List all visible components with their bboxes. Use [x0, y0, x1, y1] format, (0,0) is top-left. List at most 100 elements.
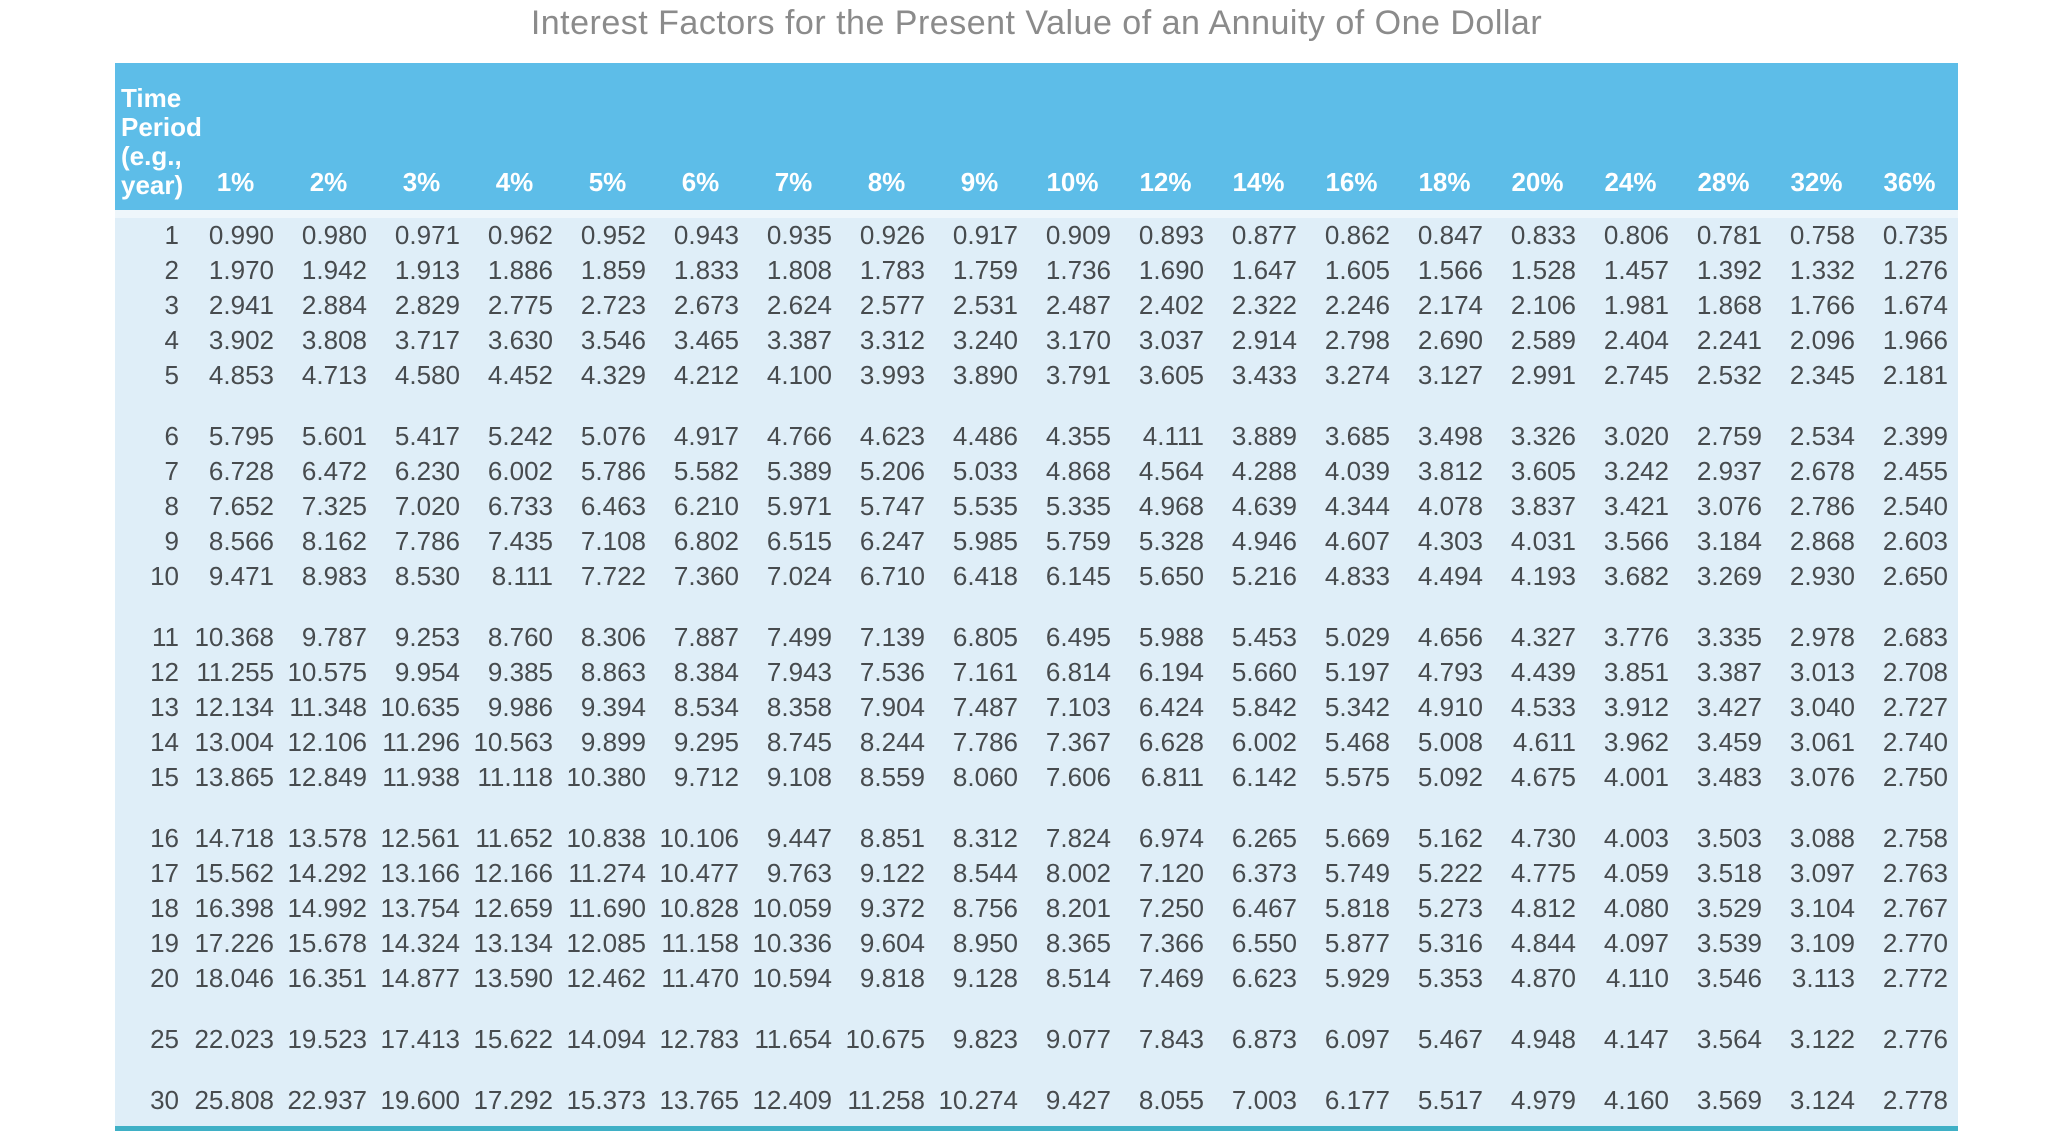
- period-cell: 3: [164, 290, 179, 320]
- factor-cell: 10.477: [659, 858, 739, 888]
- factor-cell: 7.904: [859, 692, 925, 722]
- factor-cell: 19.523: [287, 1024, 367, 1054]
- factor-cell: 3.851: [1603, 657, 1669, 687]
- factor-cell: 5.842: [1231, 692, 1297, 722]
- factor-cell: 5.216: [1231, 561, 1297, 591]
- factor-cell: 4.160: [1603, 1085, 1669, 1115]
- factor-cell: 2.532: [1696, 360, 1762, 390]
- factor-cell: 6.002: [1231, 727, 1297, 757]
- factor-cell: 7.499: [766, 622, 832, 652]
- factor-cell: 12.849: [287, 762, 367, 792]
- period-cell: 4: [164, 325, 179, 355]
- factor-cell: 2.531: [952, 290, 1018, 320]
- factor-cell: 3.088: [1789, 823, 1855, 853]
- factor-cell: 11.274: [568, 858, 646, 888]
- factor-cell: 1.674: [1882, 290, 1948, 320]
- factor-cell: 4.329: [580, 360, 646, 390]
- factor-cell: 6.515: [766, 526, 832, 556]
- factor-cell: 3.387: [766, 325, 832, 355]
- factor-cell: 6.728: [208, 456, 274, 486]
- table-row-9: 9 8.566 8.162 7.786 7.435 7.108 6.802 6.515 6.24…: [115, 524, 1958, 559]
- factor-cell: 9.712: [673, 762, 739, 792]
- factor-cell: 3.682: [1603, 561, 1669, 591]
- factor-cell: 13.004: [194, 727, 274, 757]
- factor-cell: 3.837: [1510, 491, 1576, 521]
- factor-cell: 5.076: [580, 421, 646, 451]
- factor-cell: 4.868: [1045, 456, 1111, 486]
- period-cell: 15: [150, 762, 179, 792]
- period-cell: 19: [150, 928, 179, 958]
- factor-cell: 12.659: [473, 893, 553, 923]
- factor-cell: 9.372: [859, 893, 925, 923]
- factor-cell: 17.226: [194, 928, 274, 958]
- factor-cell: 4.097: [1603, 928, 1669, 958]
- factor-cell: 4.713: [301, 360, 367, 390]
- factor-cell: 9.763: [766, 858, 832, 888]
- factor-cell: 1.942: [301, 255, 367, 285]
- factor-cell: 5.242: [487, 421, 553, 451]
- rate-header-6: 6%: [656, 63, 749, 210]
- factor-cell: 2.673: [673, 290, 739, 320]
- factor-cell: 4.917: [673, 421, 739, 451]
- factor-cell: 5.316: [1417, 928, 1483, 958]
- factor-cell: 8.002: [1045, 858, 1111, 888]
- factor-cell: 9.427: [1045, 1085, 1111, 1115]
- factor-cell: 7.606: [1045, 762, 1111, 792]
- factor-cell: 3.717: [394, 325, 460, 355]
- factor-cell: 2.776: [1882, 1024, 1948, 1054]
- period-cell: 11: [152, 622, 179, 652]
- factor-cell: 8.745: [766, 727, 832, 757]
- factor-cell: 2.941: [208, 290, 274, 320]
- table-row-10: 10 9.471 8.983 8.530 8.111 7.722 7.360 7.024 6.7…: [115, 559, 1958, 594]
- period-cell: 12: [150, 657, 179, 687]
- bottom-pad-row: [115, 1118, 1958, 1129]
- factor-cell: 4.812: [1510, 893, 1576, 923]
- table-row-1: 1 0.990 0.980 0.971 0.962 0.952 0.943 0.935 0.92…: [115, 218, 1958, 253]
- rate-header-7: 7%: [749, 63, 842, 210]
- factor-cell: 10.274: [938, 1085, 1018, 1115]
- factor-cell: 17.413: [380, 1024, 460, 1054]
- factor-cell: 7.722: [580, 561, 646, 591]
- group-gap-row-cell: [115, 795, 1958, 821]
- factor-cell: 5.468: [1324, 727, 1390, 757]
- rate-header-20: 20%: [1493, 63, 1586, 210]
- factor-cell: 5.877: [1324, 928, 1390, 958]
- factor-cell: 0.962: [487, 220, 553, 250]
- factor-cell: 0.990: [208, 220, 274, 250]
- factor-cell: 2.868: [1789, 526, 1855, 556]
- factor-cell: 9.394: [580, 692, 646, 722]
- table-row-19: 19 17.226 15.678 14.324 13.134 12.085 11.158 10…: [115, 926, 1958, 961]
- factor-cell: 0.980: [301, 220, 367, 250]
- factor-cell: 3.776: [1603, 622, 1669, 652]
- factor-cell: 1.859: [580, 255, 646, 285]
- factor-cell: 11.652: [475, 823, 553, 853]
- factor-cell: 6.811: [1140, 762, 1204, 792]
- factor-cell: 6.145: [1045, 561, 1111, 591]
- factor-cell: 4.793: [1417, 657, 1483, 687]
- factor-cell: 0.952: [580, 220, 646, 250]
- factor-cell: 4.452: [487, 360, 553, 390]
- factor-cell: 8.306: [580, 622, 646, 652]
- factor-cell: 6.733: [487, 491, 553, 521]
- factor-cell: 2.455: [1882, 456, 1948, 486]
- factor-cell: 3.274: [1324, 360, 1390, 390]
- rate-header-32: 32%: [1772, 63, 1865, 210]
- factor-cell: 2.770: [1882, 928, 1948, 958]
- factor-cell: 3.184: [1696, 526, 1762, 556]
- factor-cell: 3.127: [1417, 360, 1483, 390]
- factor-cell: 1.759: [952, 255, 1018, 285]
- factor-cell: 6.623: [1231, 963, 1297, 993]
- factor-cell: 5.650: [1138, 561, 1204, 591]
- period-cell: 10: [150, 561, 179, 591]
- factor-cell: 6.802: [673, 526, 739, 556]
- factor-cell: 5.971: [766, 491, 832, 521]
- factor-cell: 9.899: [580, 727, 646, 757]
- factor-cell: 4.564: [1138, 456, 1204, 486]
- factor-cell: 9.954: [394, 657, 460, 687]
- factor-cell: 2.763: [1882, 858, 1948, 888]
- factor-cell: 3.013: [1789, 657, 1855, 687]
- factor-cell: 1.868: [1696, 290, 1762, 320]
- rate-header-12: 12%: [1121, 63, 1214, 210]
- factor-cell: 1.966: [1882, 325, 1948, 355]
- factor-cell: 6.710: [859, 561, 925, 591]
